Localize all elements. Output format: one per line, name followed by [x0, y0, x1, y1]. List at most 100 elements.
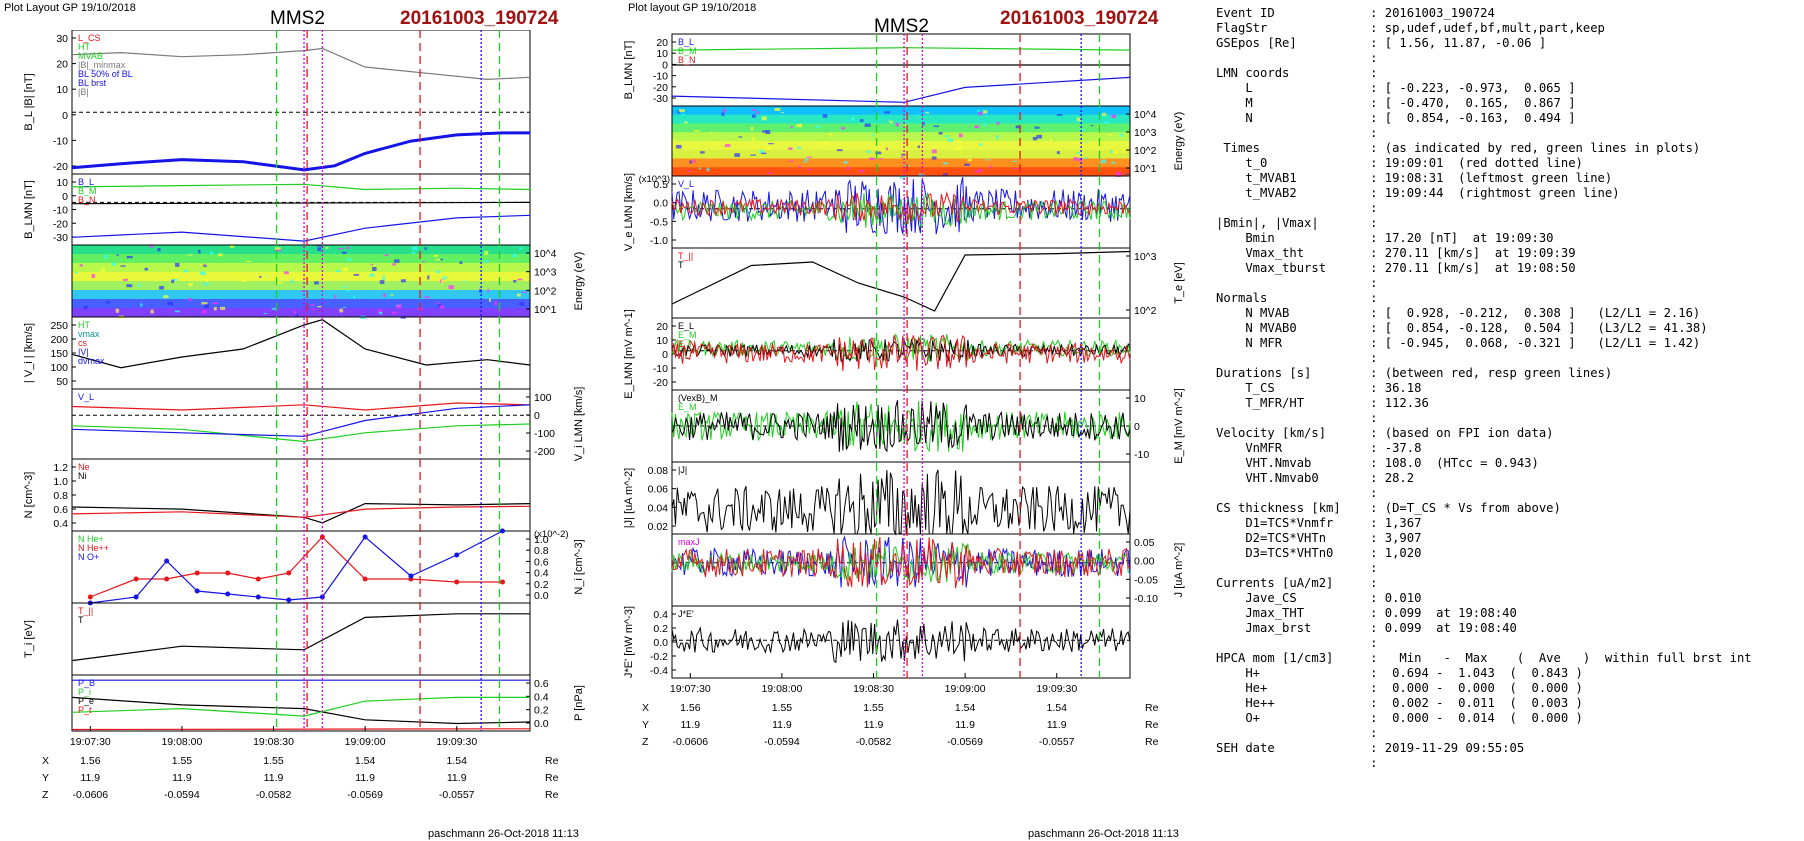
panel-frame [671, 33, 1131, 107]
info-line: Vmax_tht : 270.11 [km/s] at 19:09:39 [1216, 246, 1576, 260]
info-line: CS thickness [km] : (D=T_CS * Vs from ab… [1216, 501, 1561, 515]
legend-entry: |B|_minmax [78, 60, 126, 70]
info-line: t_MVAB1 : 19:08:31 (leftmost green line) [1216, 171, 1613, 185]
legend-entry: B_M [678, 46, 697, 56]
spectrogram-speck [1104, 121, 1110, 124]
spectrogram-speck [698, 167, 701, 170]
spectrogram-speck [806, 156, 813, 158]
spectrogram-speck [804, 158, 809, 161]
spectrogram-speck [353, 273, 360, 276]
y-tick-label: 30 [56, 33, 68, 45]
orbit-value: 1.55 [263, 755, 284, 767]
info-line: VHT.Nmvab0 : 28.2 [1216, 471, 1415, 485]
info-line: Bmin : 17.20 [nT] at 19:09:30 [1216, 231, 1554, 245]
orbit-value: 1.56 [80, 755, 101, 767]
spectrogram-speck [1116, 173, 1121, 177]
legend-entry: Ne [78, 462, 90, 472]
orbit-unit: Re [545, 789, 559, 801]
spectrogram-speck [338, 247, 344, 250]
data-point [255, 594, 261, 600]
legend-entry: P_i [78, 687, 91, 697]
spectrogram-speck [916, 114, 919, 116]
spectrogram-band [672, 149, 1130, 159]
y-tick-label: 0.0 [653, 637, 668, 649]
spectrogram-speck [706, 167, 710, 172]
spectrogram-speck [522, 291, 527, 294]
y-tick-label: 10 [56, 177, 68, 189]
info-line: L : [ -0.223, -0.973, 0.065 ] [1216, 81, 1576, 95]
spectrogram-speck [917, 145, 921, 149]
y-tick-label: 0 [662, 59, 668, 71]
y-axis-label: T_i [eV] [23, 620, 35, 658]
info-line: H+ : 0.694 - 1.043 ( 0.843 ) [1216, 666, 1583, 680]
y-tick-label: 0 [62, 191, 68, 203]
spectrogram-speck [710, 132, 713, 134]
spectrogram-speck [1012, 167, 1018, 170]
x-tick-label: 19:09:00 [345, 736, 386, 748]
y-tick-label: -20 [53, 218, 68, 230]
spectrogram-speck [847, 166, 850, 171]
spectrogram-speck [976, 109, 980, 112]
info-line: LMN coords : [1216, 66, 1378, 80]
spectrogram-speck [751, 152, 756, 156]
y-tick-label: 0.8 [53, 490, 68, 502]
orbit-unit: Re [1145, 736, 1159, 748]
spectrogram-speck [738, 136, 743, 138]
spectrogram-speck [277, 281, 283, 284]
data-point [225, 591, 231, 597]
y-tick-label: 0.0 [653, 198, 668, 210]
y-tick-label: 10^1 [1134, 163, 1157, 175]
legend-entry: E_N [678, 339, 696, 349]
y-tick-label: -10 [53, 205, 68, 217]
spectrogram-speck [694, 130, 700, 132]
spectrogram-speck [790, 126, 793, 129]
y-tick-label: -0.05 [1134, 574, 1158, 586]
y-axis-label: P [nPa] [573, 685, 585, 721]
y-tick-label: 50 [56, 376, 68, 388]
spectrogram-speck [1076, 151, 1080, 154]
series-line [71, 505, 531, 518]
spectrogram-speck [167, 301, 174, 306]
y-tick-label: 0.0 [534, 590, 549, 602]
spectrogram-speck [462, 280, 467, 282]
spectrogram-speck [314, 281, 319, 285]
spectrogram-speck [851, 117, 855, 121]
data-point [194, 588, 200, 594]
y-axis-label: | V_i | [km/s] [23, 323, 35, 383]
spectrogram-speck [188, 297, 192, 302]
event-info-panel: Event ID : 20161003_190724 FlagStr : sp,u… [1216, 6, 1800, 836]
spectrogram-speck [370, 263, 374, 266]
panel-frame [671, 247, 1131, 319]
spectrogram-speck [487, 288, 490, 292]
legend-entry: V_L [78, 392, 94, 402]
orbit-row-label: X [42, 755, 49, 767]
spectrogram-speck [440, 258, 443, 261]
legend-entry: Ni [78, 471, 87, 481]
series-line [671, 334, 1131, 372]
series-line [71, 183, 531, 191]
y-tick-label: 200 [50, 334, 68, 346]
spectrogram-band [72, 281, 530, 291]
series-line [71, 214, 531, 242]
data-point [286, 597, 292, 603]
data-point [408, 573, 414, 579]
orbit-row-label: X [642, 702, 649, 714]
info-line: D3=TCS*VHTn0 : 1,020 [1216, 546, 1422, 560]
info-line: FlagStr : sp,udef,udef,bf,mult,part,keep [1216, 21, 1605, 35]
y-tick-label: 10^4 [1134, 109, 1157, 121]
legend-entry: N He+ [78, 534, 104, 544]
spectrogram-speck [325, 246, 329, 249]
info-line: Times : (as indicated by red, green line… [1216, 141, 1701, 155]
spectrogram-speck [352, 295, 355, 299]
spectrogram-speck [1015, 125, 1021, 129]
spectrogram-speck [722, 108, 726, 113]
spectrogram-band [672, 167, 1130, 177]
spectrogram-speck [1100, 161, 1106, 164]
info-line: He++ : 0.002 - 0.011 ( 0.003 ) [1216, 696, 1583, 710]
spectrogram-speck [767, 172, 773, 174]
spectrogram-speck [484, 250, 489, 255]
panel-frame [671, 605, 1131, 679]
y-tick-label: 10 [56, 84, 68, 96]
